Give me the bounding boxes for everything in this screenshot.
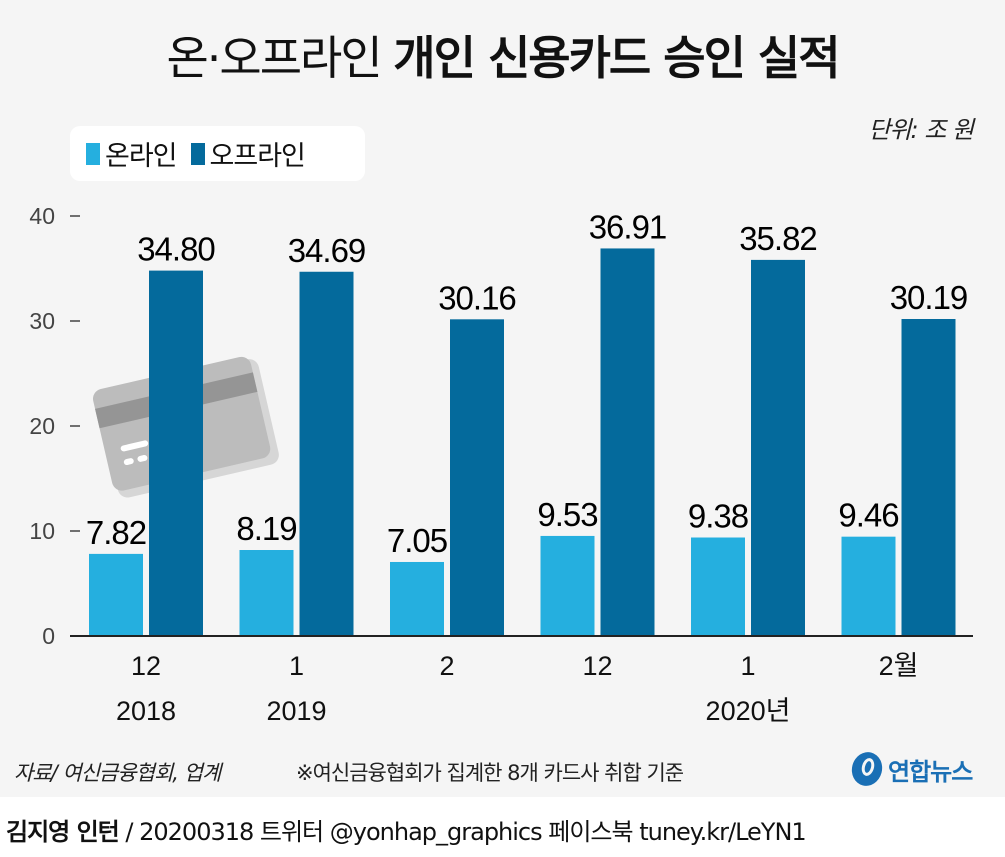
x-year-label: 2019 (266, 696, 326, 726)
bar-offline (751, 259, 805, 636)
credit-line: 김지영 인턴 / 20200318 트위터 @yonhap_graphics 페… (6, 812, 807, 847)
y-tick-label: 40 (29, 203, 55, 229)
title-light: 온·오프라인 (166, 31, 382, 85)
x-tick-label: 12 (582, 651, 612, 681)
data-label-offline: 36.91 (589, 208, 667, 245)
bar-online (89, 553, 143, 636)
author: 김지영 인턴 (6, 818, 120, 846)
data-label-online: 9.38 (688, 498, 748, 535)
x-tick-label: 1 (740, 651, 755, 681)
legend-item-online: 온라인 (86, 134, 178, 173)
data-label-offline: 34.69 (288, 232, 366, 269)
data-label-online: 9.46 (838, 497, 898, 534)
bar-chart: 0 10 20 30 40 7.82 34.80 8.19 34.69 7.05 30.16 9.5… (29, 203, 973, 726)
legend-swatch-offline (190, 142, 205, 165)
bar-offline (299, 271, 354, 636)
x-axis: 12 2018 1 2019 2 12 1 2020년 2월 (116, 651, 918, 726)
legend-item-offline: 오프라인 (190, 134, 306, 173)
bar-online (540, 535, 595, 636)
chart-title: 온·오프라인 개인 신용카드 승인 실적 (0, 22, 1005, 88)
data-label-online: 7.82 (86, 514, 146, 551)
bar-offline (450, 319, 504, 636)
y-tick-label: 10 (29, 518, 55, 544)
unit-label: 단위: 조 원 (868, 116, 974, 144)
y-tick-label: 20 (29, 413, 55, 439)
legend: 온라인 오프라인 (70, 126, 365, 181)
y-tick-label: 0 (42, 623, 55, 649)
x-tick-label: 2 (439, 651, 454, 681)
x-year-label: 2018 (116, 696, 176, 726)
source-text: 자료/ 여신금융협회, 업계 (14, 761, 221, 785)
x-tick-label: 2월 (879, 651, 919, 681)
bar-offline (901, 319, 956, 636)
logo-text: 연합뉴스 (888, 757, 973, 786)
bar-online (841, 536, 896, 636)
bar-online (691, 537, 745, 636)
bars: 7.82 34.80 8.19 34.69 7.05 30.16 9.53 36.91 9.38… (86, 208, 968, 636)
data-label-offline: 30.19 (890, 279, 968, 316)
x-year-label: 2020년 (706, 696, 791, 726)
y-tick-label: 30 (29, 308, 55, 334)
y-axis: 0 10 20 30 40 (29, 203, 80, 649)
data-label-offline: 34.80 (137, 231, 215, 268)
note-text: ※여신금융협회가 집계한 8개 카드사 취합 기준 (296, 761, 684, 785)
title-bold: 개인 신용카드 승인 실적 (393, 31, 840, 85)
x-tick-label: 12 (131, 651, 161, 681)
data-label-online: 9.53 (537, 496, 597, 533)
bar-offline (149, 270, 203, 636)
legend-label-online: 온라인 (105, 141, 178, 172)
bar-offline (600, 248, 655, 636)
legend-label-offline: 오프라인 (209, 141, 306, 172)
yonhap-logo: 연합뉴스 (850, 750, 973, 788)
yonhap-globe-icon (851, 752, 883, 786)
x-tick-label: 1 (289, 651, 304, 681)
legend-swatch-online (86, 142, 100, 165)
credit-details: / 20200318 트위터 @yonhap_graphics 페이스북 tun… (118, 818, 806, 846)
data-label-online: 8.19 (236, 510, 296, 547)
data-label-online: 7.05 (387, 522, 447, 559)
data-label-offline: 35.82 (739, 220, 817, 257)
data-label-offline: 30.16 (438, 279, 516, 316)
bar-online (239, 550, 294, 636)
bar-online (390, 561, 444, 636)
